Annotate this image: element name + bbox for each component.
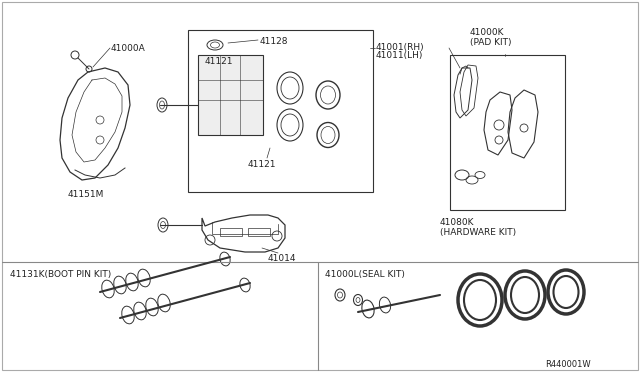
Bar xyxy=(450,55,565,210)
Ellipse shape xyxy=(464,280,496,320)
Bar xyxy=(188,30,373,192)
Text: 41000L(SEAL KIT): 41000L(SEAL KIT) xyxy=(325,270,405,279)
Bar xyxy=(220,228,242,236)
Text: 41000K
(PAD KIT): 41000K (PAD KIT) xyxy=(470,28,511,47)
Ellipse shape xyxy=(554,276,579,308)
Bar xyxy=(248,228,270,236)
Text: 41121: 41121 xyxy=(205,57,234,66)
Text: 41121: 41121 xyxy=(248,160,276,169)
Text: 41014: 41014 xyxy=(268,254,296,263)
Ellipse shape xyxy=(511,277,539,313)
Text: 41128: 41128 xyxy=(260,37,289,46)
Text: 41000A: 41000A xyxy=(111,44,146,53)
Text: 41001(RH): 41001(RH) xyxy=(376,43,424,52)
Text: 41151M: 41151M xyxy=(68,190,104,199)
Bar xyxy=(198,55,263,135)
Text: 41080K
(HARDWARE KIT): 41080K (HARDWARE KIT) xyxy=(440,218,516,237)
Text: R440001W: R440001W xyxy=(545,360,591,369)
Text: 41011(LH): 41011(LH) xyxy=(376,51,424,60)
Text: 41131K(BOOT PIN KIT): 41131K(BOOT PIN KIT) xyxy=(10,270,111,279)
